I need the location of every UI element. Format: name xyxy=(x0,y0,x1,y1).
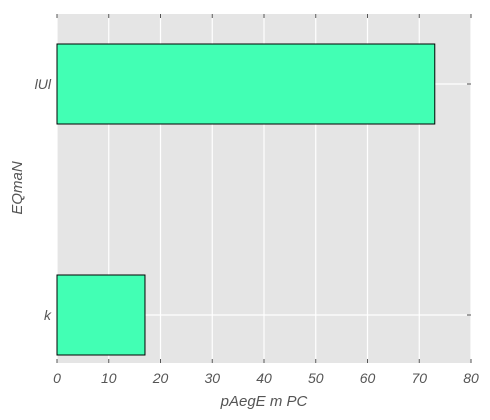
x-tick-label: 60 xyxy=(360,370,376,386)
x-axis-label: pAegE m PC xyxy=(220,393,308,410)
bars xyxy=(56,43,436,356)
x-tick-label: 10 xyxy=(101,370,117,386)
x-tick-label: 0 xyxy=(53,370,61,386)
x-tick-label: 50 xyxy=(308,370,324,386)
y-tick-labels: k lUl xyxy=(35,76,52,323)
bar-lUl xyxy=(56,43,436,125)
y-tick-label: lUl xyxy=(35,76,52,92)
x-tick-label: 80 xyxy=(463,370,479,386)
y-axis-label: EQmaN xyxy=(9,161,26,215)
x-tick-label: 20 xyxy=(152,370,169,386)
x-tick-label: 30 xyxy=(204,370,220,386)
x-tick-label: 40 xyxy=(256,370,272,386)
bar-k xyxy=(56,274,146,356)
y-tick-label: k xyxy=(44,307,52,323)
x-tick-label: 70 xyxy=(411,370,427,386)
x-tick-labels: 0 10 20 30 40 50 60 70 80 xyxy=(53,370,479,386)
